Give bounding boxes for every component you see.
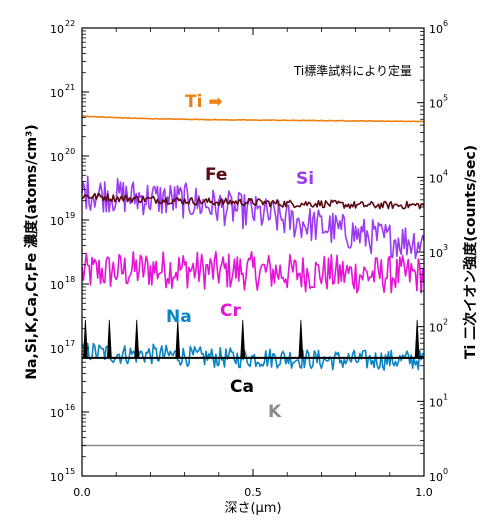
x-tick-label: 0.0 bbox=[73, 486, 91, 499]
right-tick-label: 10 bbox=[429, 172, 443, 185]
right-tick-label: 10 bbox=[429, 396, 443, 409]
series-label-k: K bbox=[268, 402, 282, 422]
ca-spike bbox=[240, 319, 246, 359]
series-line-si bbox=[81, 175, 425, 260]
right-tick-exponent: 1 bbox=[443, 392, 448, 401]
left-y-axis-label: Na,Si,K,Ca,Cr,Fe 濃度(atoms/cm³) bbox=[23, 124, 40, 379]
left-tick-exponent: 21 bbox=[65, 83, 75, 92]
left-tick-label: 10 bbox=[50, 471, 64, 484]
left-tick-label: 10 bbox=[50, 151, 64, 164]
ca-spike bbox=[414, 319, 420, 359]
right-tick-label: 10 bbox=[429, 247, 443, 260]
series-labels: Ti ➡ Fe Si Cr Na Ca K bbox=[166, 92, 314, 422]
right-tick-exponent: 3 bbox=[443, 243, 448, 252]
right-tick-label: 10 bbox=[429, 322, 443, 335]
left-tick-label: 10 bbox=[50, 23, 64, 36]
series-line-cr bbox=[81, 251, 425, 294]
right-tick-label: 10 bbox=[429, 23, 443, 36]
left-tick-exponent: 18 bbox=[65, 275, 75, 284]
left-tick-exponent: 16 bbox=[65, 403, 75, 412]
ca-spike bbox=[106, 319, 112, 359]
plot-frame bbox=[81, 27, 425, 477]
right-tick-exponent: 5 bbox=[443, 94, 448, 103]
left-tick-label: 10 bbox=[50, 215, 64, 228]
series-label-si: Si bbox=[296, 169, 314, 189]
series-label-fe: Fe bbox=[205, 165, 227, 185]
left-tick-exponent: 20 bbox=[65, 147, 75, 156]
series-label-cr: Cr bbox=[220, 301, 241, 321]
series-line-ti bbox=[81, 115, 425, 123]
ca-spike bbox=[298, 319, 304, 359]
right-tick-exponent: 0 bbox=[443, 467, 448, 476]
left-tick-exponent: 17 bbox=[65, 339, 75, 348]
left-tick-exponent: 19 bbox=[65, 211, 75, 220]
left-tick-label: 10 bbox=[50, 87, 64, 100]
right-tick-label: 10 bbox=[429, 98, 443, 111]
ca-spike bbox=[175, 319, 181, 359]
left-tick-label: 10 bbox=[50, 343, 64, 356]
left-tick-label: 10 bbox=[50, 407, 64, 420]
left-tick-label: 10 bbox=[50, 279, 64, 292]
right-tick-exponent: 6 bbox=[443, 19, 448, 28]
left-tick-exponent: 15 bbox=[65, 467, 75, 476]
right-y-axis-label: Ti 二次イオン強度(counts/sec) bbox=[462, 145, 479, 359]
series-lines bbox=[81, 115, 425, 447]
series-line-na bbox=[81, 341, 425, 371]
right-tick-label: 10 bbox=[429, 471, 443, 484]
series-label-ca: Ca bbox=[230, 377, 254, 397]
series-label-na: Na bbox=[166, 307, 192, 327]
x-axis-label: 深さ(μm) bbox=[224, 501, 281, 516]
ca-spike bbox=[134, 319, 140, 359]
x-tick-label: 0.5 bbox=[244, 486, 262, 499]
annotation-text: Ti標準試料により定量 bbox=[293, 63, 412, 78]
series-line-fe bbox=[81, 192, 425, 210]
right-tick-exponent: 2 bbox=[443, 318, 448, 327]
x-tick-label: 1.0 bbox=[415, 486, 433, 499]
right-tick-exponent: 4 bbox=[443, 168, 448, 177]
series-label-ti: Ti ➡ bbox=[185, 92, 223, 112]
left-tick-exponent: 22 bbox=[65, 19, 75, 28]
